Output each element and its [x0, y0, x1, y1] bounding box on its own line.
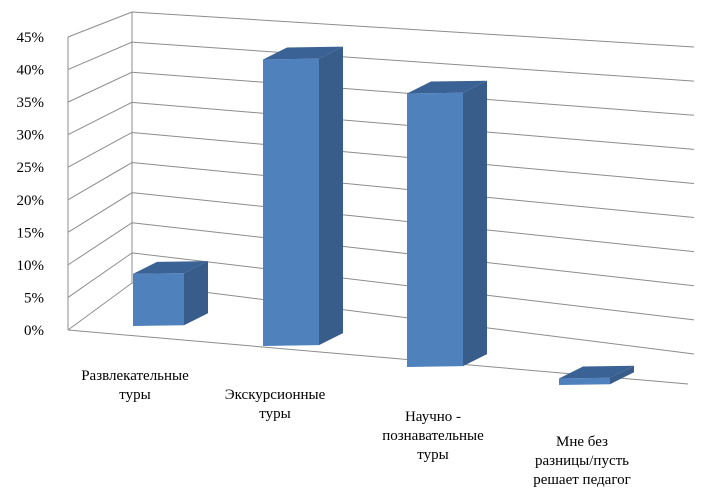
bar [559, 365, 634, 385]
x-category-label-line: туры [259, 406, 290, 422]
bar-front-face [407, 92, 463, 368]
y-tick-label: 15% [17, 225, 45, 241]
y-tick-label: 25% [17, 160, 45, 176]
x-category-label: Научно - познавательные туры [382, 409, 484, 463]
y-tick-label: 10% [17, 258, 45, 274]
y-tick-label: 30% [17, 128, 45, 144]
bar-top-face [133, 261, 208, 274]
x-category-label-line: Мне без [556, 434, 608, 450]
bar [263, 46, 343, 346]
bar-top-face [407, 80, 487, 94]
gridline-left-wall [67, 222, 133, 266]
bar-side-face [463, 80, 487, 367]
y-tick-label: 20% [17, 193, 45, 209]
y-tick-label: 5% [24, 290, 44, 306]
bars [133, 46, 634, 385]
gridline-left-wall [67, 162, 133, 201]
bar-front-face [133, 273, 184, 326]
y-tick-label: 45% [17, 30, 45, 46]
gridline-left-wall [67, 192, 133, 233]
x-category-label-line: туры [119, 387, 150, 403]
x-category-label-line: Экскурсионные [225, 387, 326, 403]
x-category-label-line: Научно - [405, 409, 461, 425]
bar-side-face [610, 365, 634, 385]
bar-front-face [559, 377, 610, 385]
bar [133, 261, 208, 326]
x-category-label-line: Развлекательные [81, 368, 189, 384]
gridline-left-wall [67, 252, 133, 298]
bar-top-face [263, 46, 343, 60]
y-tick-label: 0% [24, 323, 44, 339]
gridline-left-wall [67, 41, 133, 71]
x-category-label-line: решает педагог [533, 472, 631, 488]
gridline-left-wall [67, 11, 133, 38]
x-category-label-line: познавательные [382, 428, 484, 444]
bar-side-face [184, 261, 208, 326]
x-category-label-line: туры [417, 447, 448, 463]
gridline-left-wall [67, 101, 133, 136]
bar-side-face [319, 46, 343, 346]
x-axis-categories: Развлекательные туры Экскурсионные туры Науч… [81, 368, 631, 488]
x-category-label: Развлекательные туры [81, 368, 189, 403]
y-axis-ticks: 0% 5% 10% 15% 20% 25% 30% 35% 40% 45% [17, 30, 45, 339]
gridline-left-wall [67, 282, 133, 331]
y-tick-label: 40% [17, 63, 45, 79]
x-category-label: Мне без разницы/пусть решает педагог [533, 434, 631, 488]
gridline-left-wall [67, 71, 133, 103]
x-category-label: Экскурсионные туры [225, 387, 326, 422]
x-category-label-line: разницы/пусть [535, 453, 629, 469]
gridline-left-wall [67, 132, 133, 168]
bar-front-face [263, 58, 319, 346]
gridline-back-wall [131, 11, 695, 48]
y-tick-label: 35% [17, 95, 45, 111]
bar-top-face [559, 365, 634, 379]
bar [407, 80, 487, 368]
grid-layer [67, 11, 695, 385]
gridline-back-wall [131, 41, 695, 82]
